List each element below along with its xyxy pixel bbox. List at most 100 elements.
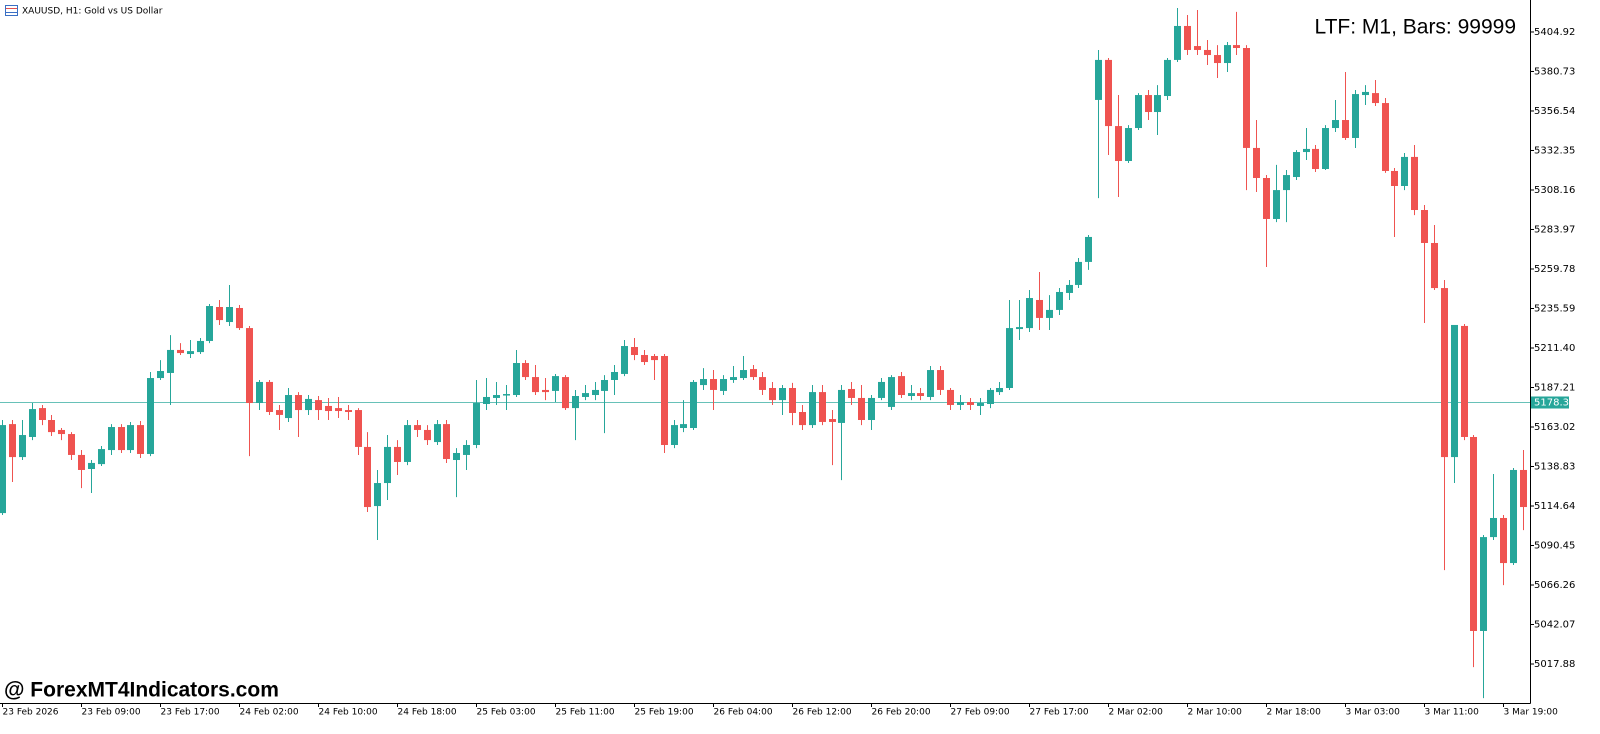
symbol-icon [5, 5, 18, 16]
candle-body [621, 346, 628, 374]
y-tick-label: 5187.21 [1534, 382, 1575, 393]
candle-body [1362, 91, 1369, 96]
candle-body [1174, 25, 1181, 60]
candle-body [1233, 45, 1240, 49]
candle-body [493, 395, 500, 398]
candle-body [374, 483, 381, 507]
candle-body [1214, 55, 1221, 64]
candle-body [1411, 156, 1418, 211]
candle-body [98, 449, 105, 465]
candle-body [996, 387, 1003, 393]
candle-body [137, 425, 144, 454]
candle-body [335, 408, 342, 412]
x-tick-label: 23 Feb 17:00 [161, 708, 220, 718]
candle-body [1500, 517, 1507, 564]
candle-body [1253, 147, 1260, 178]
price-label: 5178.35 [1534, 398, 1575, 409]
candle-body [1125, 128, 1132, 162]
candle-body [1490, 517, 1497, 538]
candle-body [819, 392, 826, 422]
candle-body [1293, 152, 1300, 178]
candle-body [1046, 309, 1053, 318]
candle-body [29, 409, 36, 437]
candle-body [977, 403, 984, 406]
candle-body [1401, 156, 1408, 186]
candle-body [108, 427, 115, 451]
candle-body [118, 427, 125, 451]
candle-body [58, 429, 65, 435]
candle-body [927, 370, 934, 397]
candle-body [295, 395, 302, 411]
candle-body [700, 379, 707, 386]
candle-body [19, 435, 26, 458]
candle-body [1510, 469, 1517, 564]
x-tick-label: 27 Feb 09:00 [951, 708, 1010, 718]
candle-body [1431, 242, 1438, 289]
candle-body [987, 389, 994, 405]
candle-body [779, 387, 786, 401]
x-tick-label: 23 Feb 2026 [3, 708, 59, 718]
candle-body [236, 307, 243, 329]
y-tick-label: 5308.16 [1534, 185, 1575, 196]
candle-body [1312, 148, 1319, 170]
candle-body [680, 424, 687, 429]
chart-title: XAUUSD, H1: Gold vs US Dollar [22, 7, 163, 17]
y-tick-label: 5163.02 [1534, 422, 1575, 433]
candle-body [197, 340, 204, 353]
candle-body [1263, 177, 1270, 219]
candle-body [473, 403, 480, 445]
y-tick-label: 5114.64 [1534, 501, 1575, 512]
candle-body [285, 395, 292, 419]
candle-body [1095, 59, 1102, 100]
candle-body [167, 349, 174, 373]
watermark: @ ForexMT4Indicators.com [4, 679, 279, 702]
candle-body [1303, 148, 1310, 153]
x-tick-label: 25 Feb 11:00 [556, 708, 615, 718]
candle-body [809, 392, 816, 426]
y-tick-label: 5332.35 [1534, 145, 1575, 156]
y-tick-label: 5211.40 [1534, 343, 1575, 354]
candle-body [1006, 328, 1013, 388]
candle-body [740, 370, 747, 379]
x-tick-label: 27 Feb 17:00 [1030, 708, 1089, 718]
candle-body [1391, 170, 1398, 186]
candle-body [226, 307, 233, 323]
y-tick-label: 5283.97 [1534, 224, 1575, 235]
candle-body [1056, 291, 1063, 310]
y-tick-label: 5404.92 [1534, 27, 1575, 38]
candle-body [1461, 325, 1468, 437]
candle-body [256, 381, 263, 404]
annotation: LTF: M1, Bars: 99999 [1314, 16, 1516, 39]
price-label-box [1531, 396, 1569, 409]
candle-body [1372, 93, 1379, 104]
candle-body [1085, 236, 1092, 262]
candle-body [1224, 45, 1231, 64]
candle-body [424, 429, 431, 441]
candle-body [414, 425, 421, 430]
candle-body [315, 400, 322, 411]
candle-body [868, 397, 875, 421]
x-tick-label: 24 Feb 10:00 [319, 708, 378, 718]
candle-body [1451, 324, 1458, 458]
x-tick-label: 25 Feb 19:00 [635, 708, 694, 718]
candle-body [631, 347, 638, 356]
candle-body [206, 306, 213, 341]
candle-body [1194, 46, 1201, 50]
candles [0, 8, 1527, 699]
candle-body [562, 377, 569, 409]
y-tick-label: 5090.45 [1534, 540, 1575, 551]
candle-body [453, 452, 460, 461]
y-tick-label: 5259.78 [1534, 264, 1575, 275]
x-tick-label: 25 Feb 03:00 [477, 708, 536, 718]
candle-body [1332, 120, 1339, 129]
candle-body [848, 388, 855, 398]
candle-body [1075, 261, 1082, 285]
candle-body [720, 379, 727, 391]
candle-body [1115, 126, 1122, 162]
y-tick-label: 5380.73 [1534, 66, 1575, 77]
candle-body [838, 389, 845, 423]
candle-body [364, 446, 371, 508]
candle-body [592, 389, 599, 396]
candle-body [1184, 25, 1191, 50]
candle-body [355, 410, 362, 447]
